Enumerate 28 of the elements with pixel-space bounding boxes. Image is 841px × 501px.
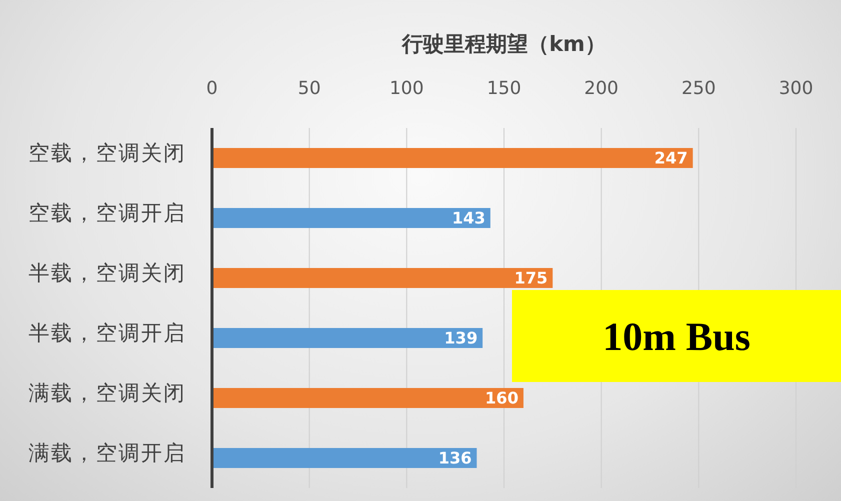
bar	[212, 328, 483, 348]
y-tick-label: 空载，空调关闭	[28, 141, 186, 165]
bar	[212, 268, 553, 288]
x-tick-label: 150	[486, 78, 522, 99]
bar	[212, 388, 524, 408]
x-tick-label: 50	[298, 78, 321, 99]
x-tick-label: 250	[681, 78, 716, 99]
x-tick-label: 200	[584, 78, 619, 99]
x-tick-label: 0	[206, 78, 218, 99]
label-box: 10m Bus	[512, 290, 841, 382]
bar	[212, 148, 693, 168]
annotation: 10m Bus	[602, 312, 750, 360]
y-tick-label: 半载，空调关闭	[28, 261, 186, 285]
x-axis-title: 行驶里程期望（km）	[401, 32, 606, 56]
data-label: 247	[654, 148, 688, 168]
data-label: 160	[485, 388, 518, 408]
y-tick-label: 满载，空调开启	[28, 441, 186, 465]
y-tick-label: 空载，空调开启	[28, 201, 186, 225]
data-label: 175	[514, 268, 548, 288]
data-label: 143	[452, 208, 486, 228]
data-label: 136	[438, 448, 472, 468]
data-label: 139	[444, 328, 478, 348]
y-tick-label: 半载，空调开启	[28, 321, 186, 345]
x-tick-label: 300	[778, 78, 814, 99]
y-tick-label: 满载，空调关闭	[28, 381, 186, 405]
bar	[212, 208, 490, 228]
x-tick-label: 100	[389, 78, 424, 99]
bar	[212, 448, 477, 468]
